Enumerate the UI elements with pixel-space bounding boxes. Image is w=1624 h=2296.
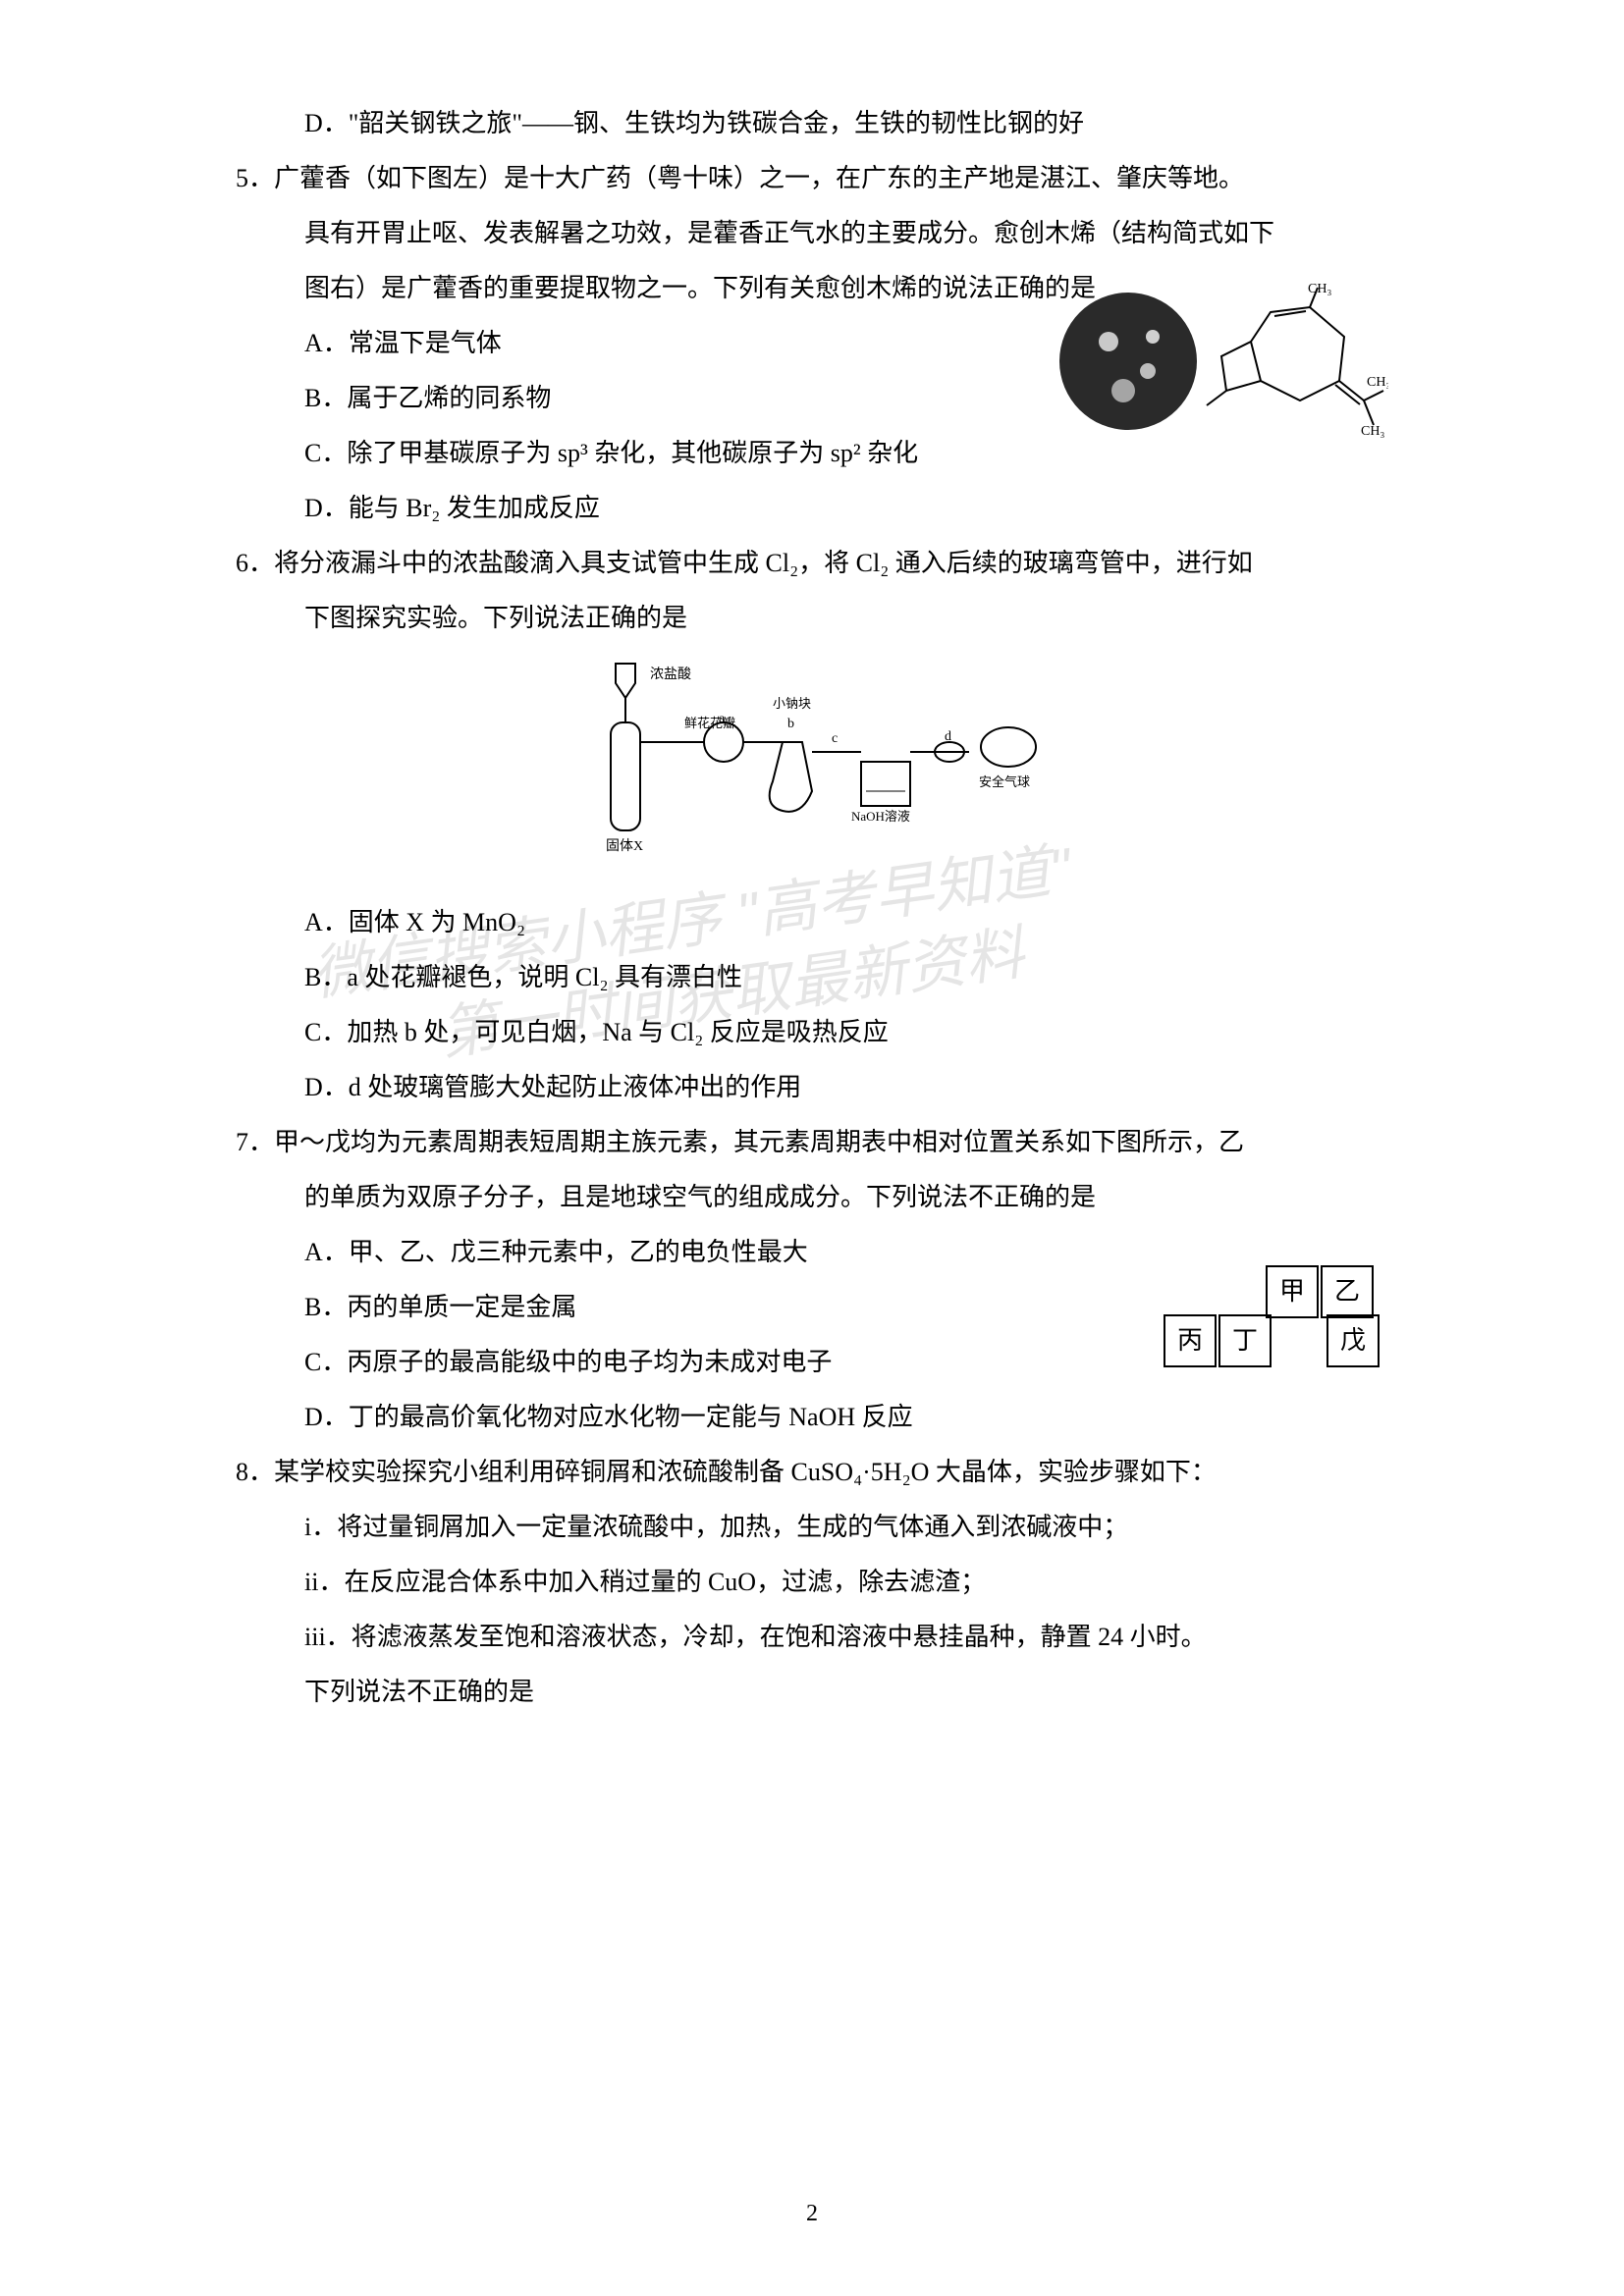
q5-stem-2: 具有开胃止呕、发表解暑之功效，是藿香正气水的主要成分。愈创木烯（结构简式如下 [236,208,1388,259]
q8-step-3: iii．将滤液蒸发至饱和溶液状态，冷却，在饱和溶液中悬挂晶种，静置 24 小时。 [236,1612,1388,1663]
q8-step-1: i．将过量铜屑加入一定量浓硫酸中，加热，生成的气体通入到浓碱液中； [236,1502,1388,1553]
cell-bing: 丙 [1164,1314,1217,1367]
q8-tail: 下列说法不正确的是 [236,1667,1388,1718]
cell-yi: 乙 [1321,1265,1374,1318]
q5-option-d: D．能与 Br₂ 发生加成反应 [236,483,1388,534]
cell-ding: 丁 [1218,1314,1272,1367]
svg-text:CH₃: CH₃ [1361,424,1384,439]
q7-stem-2: 的单质为双原子分子，且是地球空气的组成成分。下列说法不正确的是 [236,1172,1388,1223]
q7-stem-1: 7．甲～戊均为元素周期表短周期主族元素，其元素周期表中相对位置关系如下图所示，乙 [236,1117,1388,1168]
q7-periodic-table: 甲 乙 丙 丁 戊 [1164,1266,1379,1366]
q7-option-d: D．丁的最高价氧化物对应水化物一定能与 NaOH 反应 [236,1392,1388,1443]
svg-text:b: b [787,717,794,731]
q4-option-d: D．"韶关钢铁之旅"——钢、生铁均为铁碳合金，生铁的韧性比钢的好 [236,98,1388,149]
q6-stem-2: 下图探究实验。下列说法正确的是 [236,593,1388,644]
svg-text:CH₃: CH₃ [1367,375,1388,390]
svg-text:安全气球: 安全气球 [979,774,1030,789]
q5-figure: CH₃ CH₃ CH₃ [1055,283,1388,440]
cell-jia: 甲 [1266,1265,1319,1318]
page-number: 2 [0,2201,1624,2227]
svg-text:小钠块: 小钠块 [773,696,811,711]
svg-text:NaOH溶液: NaOH溶液 [851,809,910,824]
q6-option-b: B．a 处花瓣褪色，说明 Cl₂ 具有漂白性 [236,952,1388,1003]
q6-apparatus-diagram: 浓盐酸 固体X a 鲜花花瓣 b 小钠块 c NaOH溶液 d 安全 [236,654,1388,887]
cell-wu: 戊 [1326,1314,1380,1367]
q8-stem: 8．某学校实验探究小组利用碎铜屑和浓硫酸制备 CuSO₄·5H₂O 大晶体，实验… [236,1447,1388,1498]
q6-option-d: D．d 处玻璃管膨大处起防止液体冲出的作用 [236,1062,1388,1113]
svg-text:CH₃: CH₃ [1308,283,1331,296]
svg-text:c: c [832,731,838,746]
svg-text:固体X: 固体X [606,838,643,854]
q6-option-c: C．加热 b 处，可见白烟，Na 与 Cl₂ 反应是吸热反应 [236,1007,1388,1058]
q8-step-2: ii．在反应混合体系中加入稍过量的 CuO，过滤，除去滤渣； [236,1557,1388,1608]
svg-text:d: d [945,729,951,744]
svg-text:鲜花花瓣: 鲜花花瓣 [684,716,735,730]
q6-stem-1: 6．将分液漏斗中的浓盐酸滴入具支试管中生成 Cl₂，将 Cl₂ 通入后续的玻璃弯… [236,538,1388,589]
q6-option-a: A．固体 X 为 MnO₂ [236,897,1388,948]
svg-text:浓盐酸: 浓盐酸 [650,667,691,682]
q5-stem-1: 5．广藿香（如下图左）是十大广药（粤十味）之一，在广东的主产地是湛江、肇庆等地。 [236,153,1388,204]
